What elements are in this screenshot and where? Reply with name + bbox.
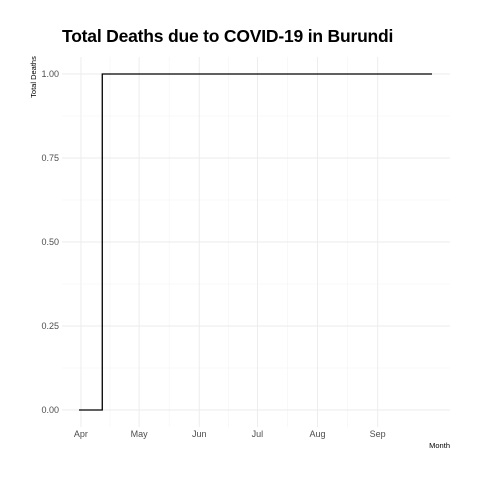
y-tick-label: 0.00 xyxy=(41,405,59,415)
x-tick-label: Jun xyxy=(192,429,207,439)
series-line-total-deaths xyxy=(79,73,432,411)
x-tick-label: Jul xyxy=(252,429,264,439)
x-axis-tick-labels: Apr May Jun Jul Aug Sep xyxy=(74,429,386,439)
y-axis-title: Total Deaths xyxy=(29,56,38,98)
x-tick-label: Aug xyxy=(310,429,326,439)
series-group xyxy=(79,73,432,411)
x-axis-title: Month xyxy=(429,441,450,450)
x-tick-label: Apr xyxy=(74,429,88,439)
y-tick-label: 1.00 xyxy=(41,69,59,79)
x-tick-label: Sep xyxy=(370,429,386,439)
y-tick-label: 0.25 xyxy=(41,321,59,331)
y-tick-label: 0.75 xyxy=(41,153,59,163)
x-tick-label: May xyxy=(131,429,149,439)
y-axis-tick-labels: 0.00 0.25 0.50 0.75 1.00 xyxy=(41,69,59,415)
chart-title: Total Deaths due to COVID-19 in Burundi xyxy=(62,26,394,46)
y-tick-label: 0.50 xyxy=(41,237,59,247)
grid-lines xyxy=(62,57,450,427)
